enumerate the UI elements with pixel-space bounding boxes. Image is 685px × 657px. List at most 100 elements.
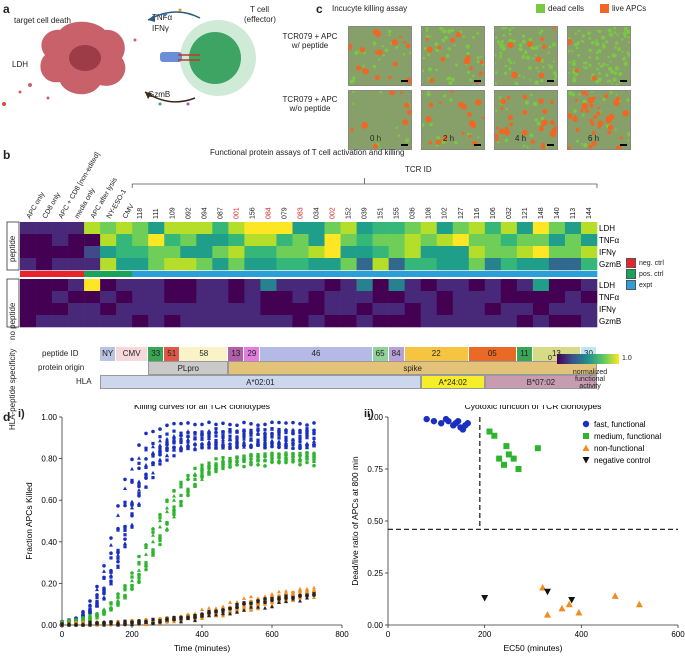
heatmap-cell xyxy=(308,315,325,328)
heatmap-cell xyxy=(356,258,373,271)
heatmap-cell xyxy=(68,291,85,304)
curve-point xyxy=(67,621,71,626)
curve-point xyxy=(242,459,246,463)
curve-point xyxy=(137,491,141,496)
curve-point xyxy=(214,427,218,431)
heatmap-cell xyxy=(452,234,470,247)
control-bar-cell xyxy=(324,271,341,277)
curve-point xyxy=(151,527,155,531)
curve-point xyxy=(158,619,162,624)
heatmap-cell xyxy=(452,291,470,304)
curve-point xyxy=(200,446,204,450)
heatmap-cell xyxy=(20,258,37,271)
heatmap-cell xyxy=(164,234,181,247)
curve-point xyxy=(312,453,316,458)
curve-point xyxy=(130,512,134,516)
heatmap-cell xyxy=(548,258,566,271)
heatmap-cell xyxy=(276,246,293,259)
heatmap-cell xyxy=(52,279,69,292)
curve-point xyxy=(207,463,211,468)
gzmb-arrow xyxy=(144,91,196,103)
control-bar-cell xyxy=(452,271,470,277)
curve-point xyxy=(151,454,155,458)
curve-point xyxy=(305,427,309,431)
control-bar-cell xyxy=(116,271,133,277)
heatmap-cell xyxy=(148,291,165,304)
heatmap-cell xyxy=(436,291,454,304)
incucyte-title: Incucyte killing assay xyxy=(332,4,408,13)
heatmap-cell xyxy=(68,246,85,259)
curve-point xyxy=(270,604,274,609)
curve-point xyxy=(305,453,309,457)
control-bar-cell xyxy=(68,271,85,277)
colorbar-min: 0 xyxy=(548,355,552,362)
curve-point xyxy=(228,464,232,468)
heatmap-cell xyxy=(292,246,309,259)
curve-point xyxy=(263,428,267,432)
heatmap-cell xyxy=(132,222,149,235)
curve-point xyxy=(221,611,225,616)
curve-point xyxy=(221,439,225,444)
curve-point xyxy=(165,453,169,457)
x-tick-label: 600 xyxy=(671,630,685,639)
heatmap-cell xyxy=(340,222,357,235)
heatmap-cell xyxy=(52,258,69,271)
legend-marker xyxy=(582,444,590,451)
heatmap-cell xyxy=(436,315,454,328)
curve-point xyxy=(249,437,253,441)
curve-point xyxy=(151,621,155,626)
heatmap-cell xyxy=(132,303,149,316)
heatmap-cell xyxy=(372,291,389,304)
heatmap-cell xyxy=(356,291,373,304)
curve-point xyxy=(312,592,316,597)
curve-point xyxy=(235,460,239,464)
control-bar-cell xyxy=(340,271,357,277)
heatmap-cell xyxy=(580,258,598,271)
scatter-point xyxy=(575,609,583,616)
time-2h: 2 h xyxy=(443,134,455,143)
curve-point xyxy=(172,498,176,502)
curve-point xyxy=(312,595,316,600)
curve-point xyxy=(312,451,316,455)
y-tick-label: 0.50 xyxy=(367,517,383,526)
curve-point xyxy=(270,439,274,444)
sub-i-label: i) xyxy=(18,408,25,420)
curve-point xyxy=(270,597,274,601)
heatmap-cell xyxy=(372,279,389,292)
scatter-point xyxy=(454,417,462,425)
curve-point xyxy=(123,595,127,600)
heatmap-cell xyxy=(340,279,357,292)
curve-point xyxy=(270,427,274,431)
curve-point xyxy=(298,458,302,463)
curve-point xyxy=(172,441,176,445)
control-bar-cell xyxy=(420,271,438,277)
curve-point xyxy=(263,437,267,442)
curve-point xyxy=(263,434,267,439)
heatmap-cell xyxy=(484,246,502,259)
curve-point xyxy=(172,421,176,426)
incucyte-image xyxy=(567,26,631,86)
tcr-id-label: TCR ID xyxy=(405,165,432,174)
curve-point xyxy=(151,539,155,544)
curve-point xyxy=(242,428,246,432)
heatmap-cell xyxy=(292,222,309,235)
panel-a-label: a xyxy=(3,2,10,16)
peptide-id-segment: 05 xyxy=(468,347,517,361)
curve-point xyxy=(298,430,302,435)
heatmap-cell xyxy=(468,246,486,259)
curve-point xyxy=(130,575,134,579)
curve-point xyxy=(130,578,134,583)
curve-point xyxy=(123,500,127,504)
sub-ii-label: ii) xyxy=(364,408,374,420)
heatmap-cell xyxy=(228,303,245,316)
panel-b-title: Functional protein assays of T cell acti… xyxy=(210,148,405,157)
curve-point xyxy=(200,616,204,621)
heatmap-cell xyxy=(84,291,101,304)
curve-point xyxy=(277,439,281,444)
heatmap-cell xyxy=(564,303,582,316)
heatmap-cell xyxy=(164,303,181,316)
peptide-id-segment: 58 xyxy=(180,347,229,361)
curve-point xyxy=(123,587,127,592)
heatmap-cell xyxy=(388,291,405,304)
heatmap-cell xyxy=(36,234,53,247)
